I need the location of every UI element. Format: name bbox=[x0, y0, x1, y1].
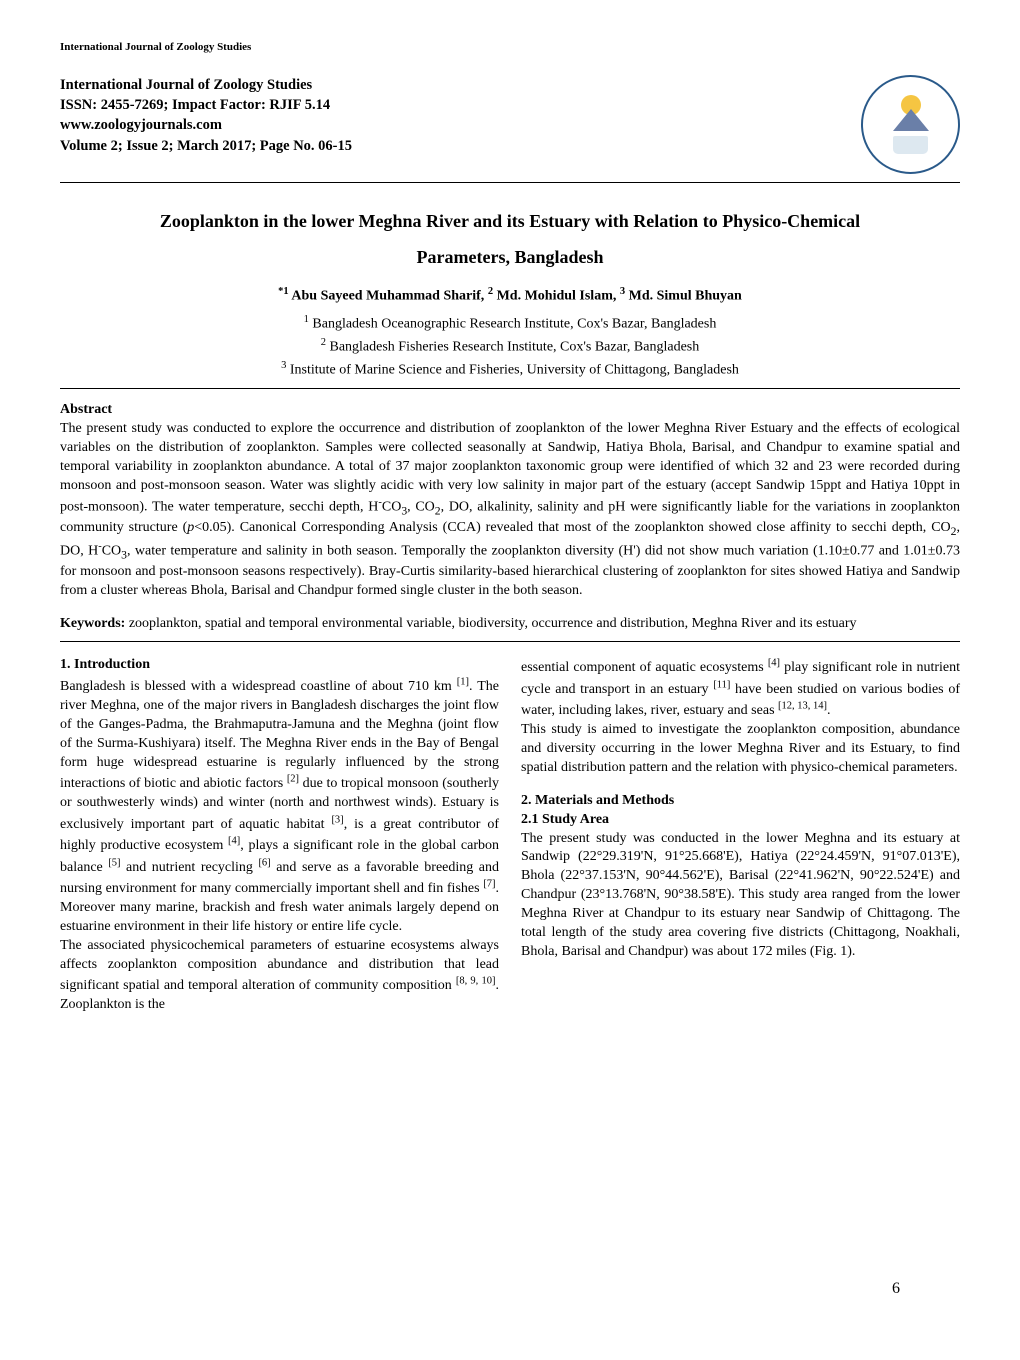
volume-issue: Volume 2; Issue 2; March 2017; Page No. … bbox=[60, 136, 352, 156]
authors: *1 Abu Sayeed Muhammad Sharif, 2 Md. Moh… bbox=[60, 285, 960, 307]
journal-website: www.zoologyjournals.com bbox=[60, 115, 352, 135]
body-columns: 1. Introduction Bangladesh is blessed wi… bbox=[60, 656, 960, 1015]
abstract-text: The present study was conducted to explo… bbox=[60, 420, 960, 600]
intro-heading: 1. Introduction bbox=[60, 656, 499, 675]
study-area-heading: 2.1 Study Area bbox=[521, 811, 960, 830]
abstract-heading: Abstract bbox=[60, 401, 960, 420]
intro-para-2: The associated physicochemical parameter… bbox=[60, 938, 499, 1012]
study-area-text: The present study was conducted in the l… bbox=[521, 831, 960, 959]
column-right: essential component of aquatic ecosystem… bbox=[521, 656, 960, 1015]
column-left: 1. Introduction Bangladesh is blessed wi… bbox=[60, 656, 499, 1015]
intro-para-3: This study is aimed to investigate the z… bbox=[521, 722, 960, 775]
journal-info: International Journal of Zoology Studies… bbox=[60, 75, 352, 156]
intro-para-1: Bangladesh is blessed with a widespread … bbox=[60, 679, 499, 934]
header-block: International Journal of Zoology Studies… bbox=[60, 75, 960, 174]
article-title: Zooplankton in the lower Meghna River an… bbox=[60, 203, 960, 275]
page-number: 6 bbox=[892, 1278, 900, 1300]
affiliation-2: 2 Bangladesh Fisheries Research Institut… bbox=[60, 335, 960, 358]
journal-name: International Journal of Zoology Studies bbox=[60, 75, 352, 95]
methods-heading: 2. Materials and Methods bbox=[521, 792, 960, 811]
journal-name-small: International Journal of Zoology Studies bbox=[60, 40, 960, 55]
affiliation-1: 1 Bangladesh Oceanographic Research Inst… bbox=[60, 312, 960, 335]
title-line-2: Parameters, Bangladesh bbox=[417, 247, 604, 267]
affiliations: 1 Bangladesh Oceanographic Research Inst… bbox=[60, 312, 960, 380]
abstract-block: Abstract The present study was conducted… bbox=[60, 401, 960, 600]
keywords-heading: Keywords: bbox=[60, 616, 125, 631]
keywords-divider bbox=[60, 641, 960, 642]
keywords-text: zooplankton, spatial and temporal enviro… bbox=[125, 616, 856, 631]
keywords-block: Keywords: zooplankton, spatial and tempo… bbox=[60, 615, 960, 634]
affiliation-divider bbox=[60, 388, 960, 389]
logo-book-icon bbox=[893, 136, 928, 154]
logo-mountain-icon bbox=[893, 109, 929, 131]
title-line-1: Zooplankton in the lower Meghna River an… bbox=[160, 211, 860, 231]
issn-impact: ISSN: 2455-7269; Impact Factor: RJIF 5.1… bbox=[60, 95, 352, 115]
affiliation-3: 3 Institute of Marine Science and Fisher… bbox=[60, 358, 960, 381]
intro-para-2-cont: essential component of aquatic ecosystem… bbox=[521, 660, 960, 718]
journal-logo-icon bbox=[861, 75, 960, 174]
header-divider bbox=[60, 182, 960, 183]
